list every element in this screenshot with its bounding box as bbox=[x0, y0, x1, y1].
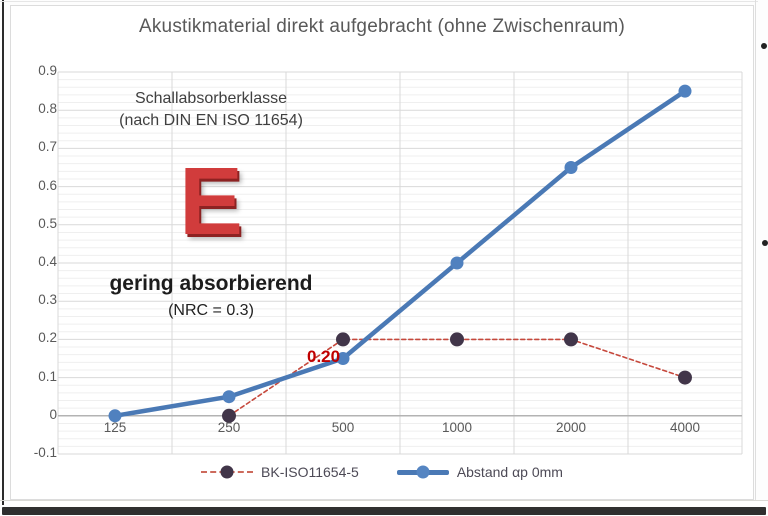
scan-edge-right bbox=[755, 0, 756, 500]
marker-abstand-αp-0mm-1000[interactable] bbox=[450, 256, 464, 270]
y-tick-0.4: 0.4 bbox=[38, 254, 57, 269]
dark-marker-icon bbox=[220, 465, 234, 479]
y-tick-0.1: 0.1 bbox=[38, 368, 57, 384]
x-tick-4000: 4000 bbox=[669, 419, 701, 435]
x-tick-500: 500 bbox=[331, 419, 355, 435]
legend-item-abstand[interactable]: Abstand αp 0mm bbox=[396, 464, 563, 480]
marker-bk-iso11654-5-250[interactable] bbox=[222, 408, 236, 423]
chart-legend: BK-ISO11654-5 Abstand αp 0mm bbox=[11, 464, 753, 480]
y-tick-0: 0 bbox=[49, 406, 57, 422]
absorber-class-heading-line1: Schallabsorberklasse bbox=[134, 90, 288, 107]
y-tick-0.7: 0.7 bbox=[38, 139, 57, 155]
legend-swatch-dashed-line bbox=[201, 465, 254, 479]
chart-title: Akustikmaterial direkt aufgebracht (ohne… bbox=[138, 16, 625, 37]
absorber-class-letter: E bbox=[178, 148, 244, 255]
x-tick-250: 250 bbox=[217, 419, 241, 435]
marker-abstand-αp-0mm-4000[interactable] bbox=[678, 84, 692, 98]
y-tick-0.6: 0.6 bbox=[38, 177, 57, 193]
scan-bottom-line bbox=[0, 500, 768, 501]
chart-frame: Akustikmaterial direkt aufgebracht (ohne… bbox=[10, 5, 754, 500]
absorber-class-heading-line2: (nach DIN EN ISO 11654) bbox=[119, 112, 303, 129]
scan-artifact-dot-top bbox=[761, 43, 767, 49]
absorber-class-nrc: (NRC = 0.3) bbox=[168, 302, 254, 319]
scan-edge-top bbox=[0, 1, 758, 2]
marker-abstand-αp-0mm-500[interactable] bbox=[336, 352, 350, 365]
y-tick--0.1: -0.1 bbox=[33, 445, 57, 460]
absorber-class-description: gering absorbierend bbox=[109, 272, 313, 295]
marker-bk-iso11654-5-4000[interactable] bbox=[678, 370, 692, 385]
legend-swatch-solid-line bbox=[396, 465, 449, 479]
legend-item-bk-iso[interactable]: BK-ISO11654-5 bbox=[201, 464, 359, 480]
y-tick-0.8: 0.8 bbox=[38, 101, 57, 117]
x-tick-125: 125 bbox=[103, 419, 127, 435]
marker-bk-iso11654-5-1000[interactable] bbox=[450, 332, 464, 347]
y-tick-0.3: 0.3 bbox=[38, 292, 57, 308]
y-tick-0.5: 0.5 bbox=[38, 215, 57, 231]
blue-marker-icon bbox=[416, 465, 430, 479]
marker-abstand-αp-0mm-2000[interactable] bbox=[564, 161, 578, 174]
y-tick-0.9: 0.9 bbox=[38, 63, 57, 78]
series-line-1[interactable] bbox=[112, 88, 688, 419]
marker-abstand-αp-0mm-250[interactable] bbox=[222, 390, 236, 404]
scan-artifact-dot-middle bbox=[762, 240, 768, 246]
data-label-500hz: 0.20 bbox=[307, 347, 341, 366]
chart-canvas bbox=[57, 71, 743, 455]
scan-edge-left bbox=[2, 0, 4, 505]
legend-label-series2: Abstand αp 0mm bbox=[456, 464, 563, 480]
legend-label-series1: BK-ISO11654-5 bbox=[261, 464, 359, 480]
y-tick-0.2: 0.2 bbox=[38, 330, 57, 346]
x-tick-1000: 1000 bbox=[441, 419, 473, 435]
x-tick-2000: 2000 bbox=[555, 419, 587, 435]
marker-bk-iso11654-5-2000[interactable] bbox=[564, 332, 578, 347]
marker-abstand-αp-0mm-125[interactable] bbox=[108, 409, 122, 423]
scan-bottom-bar bbox=[2, 507, 766, 515]
marker-bk-iso11654-5-500[interactable] bbox=[336, 332, 350, 347]
